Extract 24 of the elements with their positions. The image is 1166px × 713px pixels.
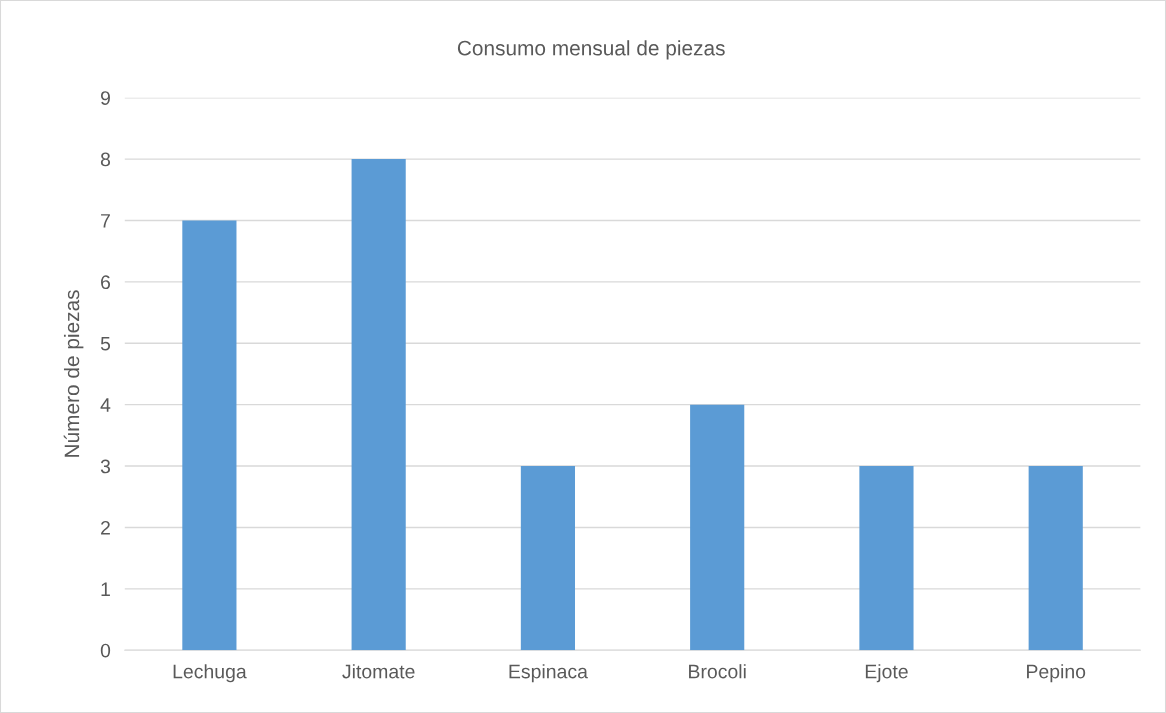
bar — [1028, 466, 1083, 651]
x-tick-label: Brocoli — [689, 664, 746, 679]
bar — [690, 404, 745, 651]
y-tick-label: 5 — [100, 336, 111, 351]
y-axis-title: Número de piezas — [63, 290, 84, 457]
y-tick-label: 1 — [101, 582, 110, 596]
y-tick-label: 6 — [101, 275, 111, 290]
chart-title: Consumo mensual de piezas — [457, 40, 725, 60]
y-tick-label: 2 — [101, 520, 110, 535]
x-tick-label: Espinaca — [509, 664, 588, 683]
x-tick-label: Ejote — [865, 664, 908, 683]
bar — [859, 466, 914, 651]
x-tick-label: Lechuga — [173, 664, 247, 683]
x-tick-label: Jitomate — [342, 664, 415, 679]
x-tick-label: Pepino — [1027, 664, 1086, 683]
bar — [182, 220, 237, 651]
y-tick-label: 7 — [101, 214, 110, 228]
y-tick-label: 0 — [100, 643, 111, 658]
bar — [520, 466, 576, 651]
y-tick-label: 8 — [100, 152, 111, 167]
bar — [351, 159, 406, 651]
y-tick-label: 9 — [100, 91, 110, 105]
y-tick-label: 3 — [100, 459, 111, 474]
y-tick-label: 4 — [100, 398, 111, 412]
